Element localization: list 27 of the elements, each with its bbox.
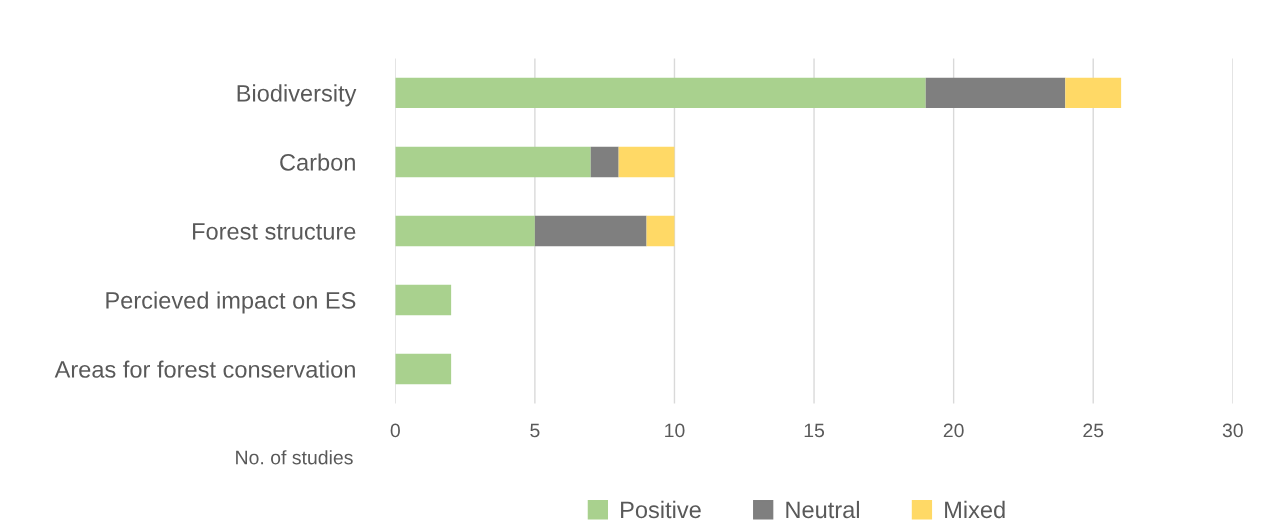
legend-label: Positive: [621, 500, 701, 519]
x-tick-label: 15: [804, 423, 825, 438]
bar: [534, 215, 647, 247]
bar: [618, 146, 675, 178]
y-tick-label: Biodiversity: [237, 84, 357, 107]
x-tick-label: 5: [530, 423, 540, 438]
y-tick-label: Carbon: [280, 153, 355, 171]
bar: [395, 77, 926, 109]
bar: [395, 353, 452, 385]
y-tick-label: Forest structure: [193, 223, 356, 240]
legend-label: Neutral: [786, 500, 859, 519]
bar: [395, 215, 535, 247]
bar: [1065, 77, 1122, 109]
bar: [925, 77, 1066, 109]
x-axis-title: No. of studies: [236, 450, 353, 465]
bar: [590, 146, 619, 178]
y-tick-label: Percieved impact on ES: [106, 291, 356, 314]
x-tick-label: 25: [1083, 423, 1104, 438]
bar: [395, 146, 591, 178]
x-tick-label: 20: [943, 423, 964, 438]
y-tick-label: Areas for forest conservation: [54, 360, 355, 378]
x-tick-label: 30: [1222, 423, 1243, 438]
legend-label: Mixed: [945, 500, 1005, 519]
bar: [646, 215, 675, 247]
x-tick-label: 10: [665, 423, 685, 438]
bar: [395, 284, 452, 316]
x-tick-label: 0: [390, 423, 400, 438]
